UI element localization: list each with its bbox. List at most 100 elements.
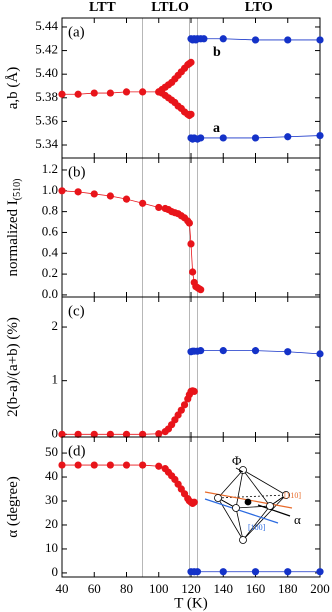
y-tick-label: 0.0 [42, 286, 58, 301]
x-tick-label: 80 [120, 581, 133, 596]
inset-diagram [204, 466, 293, 544]
series-line [62, 464, 195, 504]
data-point [122, 88, 131, 96]
panel-label: (b) [68, 164, 86, 180]
data-point [197, 286, 205, 294]
data-point [139, 88, 147, 96]
data-point [284, 36, 292, 44]
data-point [219, 347, 227, 355]
data-point [200, 35, 208, 43]
data-point [155, 203, 163, 212]
data-point [155, 430, 163, 438]
series-line [62, 390, 195, 435]
plot-frame [61, 296, 321, 438]
x-tick-label: 100 [149, 581, 169, 596]
data-point [219, 568, 227, 576]
data-point [219, 134, 227, 142]
inset-label: [100] [248, 523, 266, 532]
data-point [74, 430, 82, 438]
data-point [139, 461, 147, 469]
data-point [74, 461, 82, 469]
y-tick-label: 5.40 [35, 65, 58, 80]
phase-label: LTT [89, 0, 116, 15]
data-point [90, 89, 98, 97]
data-point [284, 568, 292, 576]
y-tick-label: 1 [52, 372, 59, 387]
y-axis-label: a,b (Å) [5, 67, 21, 109]
inset-label: Φ [232, 453, 242, 468]
y-tick-label: 5.42 [35, 42, 58, 57]
data-point [251, 347, 260, 355]
data-point [58, 430, 66, 438]
y-tick-label: 0 [52, 564, 59, 579]
data-point [58, 187, 66, 195]
data-point [219, 35, 227, 43]
y-tick-label: 5.38 [35, 89, 58, 104]
data-point [74, 90, 82, 98]
data-point [58, 461, 66, 469]
data-point [58, 90, 66, 98]
data-point [187, 110, 195, 118]
data-point [284, 133, 292, 141]
data-point [189, 268, 197, 276]
data-point [139, 430, 147, 438]
plot-frame [61, 157, 321, 298]
data-point [316, 36, 324, 44]
data-point [177, 406, 185, 414]
x-tick-label: 40 [56, 581, 69, 596]
y-tick-label: 50 [45, 444, 58, 459]
data-point [316, 568, 324, 576]
data-point [122, 461, 131, 469]
panel-label: (a) [68, 24, 85, 40]
x-axis-label: T (K) [174, 595, 207, 611]
data-point [90, 461, 98, 469]
y-tick-label: 40 [45, 468, 58, 483]
phase-label: LTLO [151, 0, 189, 15]
data-point [316, 350, 324, 358]
y-axis-label-text: α (degree) [5, 476, 21, 538]
data-point [106, 430, 114, 438]
x-tick-label: 180 [278, 581, 298, 596]
y-tick-label: 0.6 [42, 223, 59, 238]
data-point [251, 134, 260, 142]
data-point [139, 199, 147, 207]
y-tick-label: 5.44 [35, 18, 58, 33]
data-point [106, 461, 114, 469]
y-axis-label: normalized I(510) [5, 179, 23, 277]
data-point [284, 348, 292, 356]
panel-label: (d) [68, 443, 86, 459]
data-point [106, 192, 114, 200]
series-label: b [213, 45, 221, 60]
data-point [155, 462, 163, 470]
data-point [197, 347, 205, 355]
data-point [106, 89, 114, 97]
y-tick-label: 10 [45, 540, 58, 555]
y-tick-label: 0.2 [42, 265, 58, 280]
y-tick-label: 30 [45, 492, 58, 507]
x-tick-label: 140 [214, 581, 234, 596]
data-point [187, 58, 195, 66]
data-point [193, 568, 202, 576]
data-point [190, 498, 198, 506]
data-point [90, 430, 98, 438]
data-point [185, 219, 193, 227]
x-tick-label: 160 [246, 581, 266, 596]
y-tick-label: 2 [52, 318, 59, 333]
y-tick-label: 1.0 [42, 182, 58, 197]
y-tick-label: 0.8 [42, 203, 58, 218]
y-axis-label-text: normalized I [5, 200, 21, 276]
y-tick-label: 0 [52, 425, 59, 440]
data-point [187, 240, 195, 248]
series-line [61, 190, 201, 291]
series-label: a [213, 121, 220, 136]
inset-label: [110] [284, 491, 301, 500]
y-axis-label-sub: (510) [12, 179, 23, 201]
y-tick-label: 5.34 [35, 136, 58, 151]
panel-label: (c) [68, 303, 85, 319]
y-tick-label: 20 [45, 516, 58, 531]
data-point [122, 430, 131, 438]
y-axis-label-text: a,b (Å) [5, 67, 21, 109]
x-tick-label: 200 [310, 581, 330, 596]
